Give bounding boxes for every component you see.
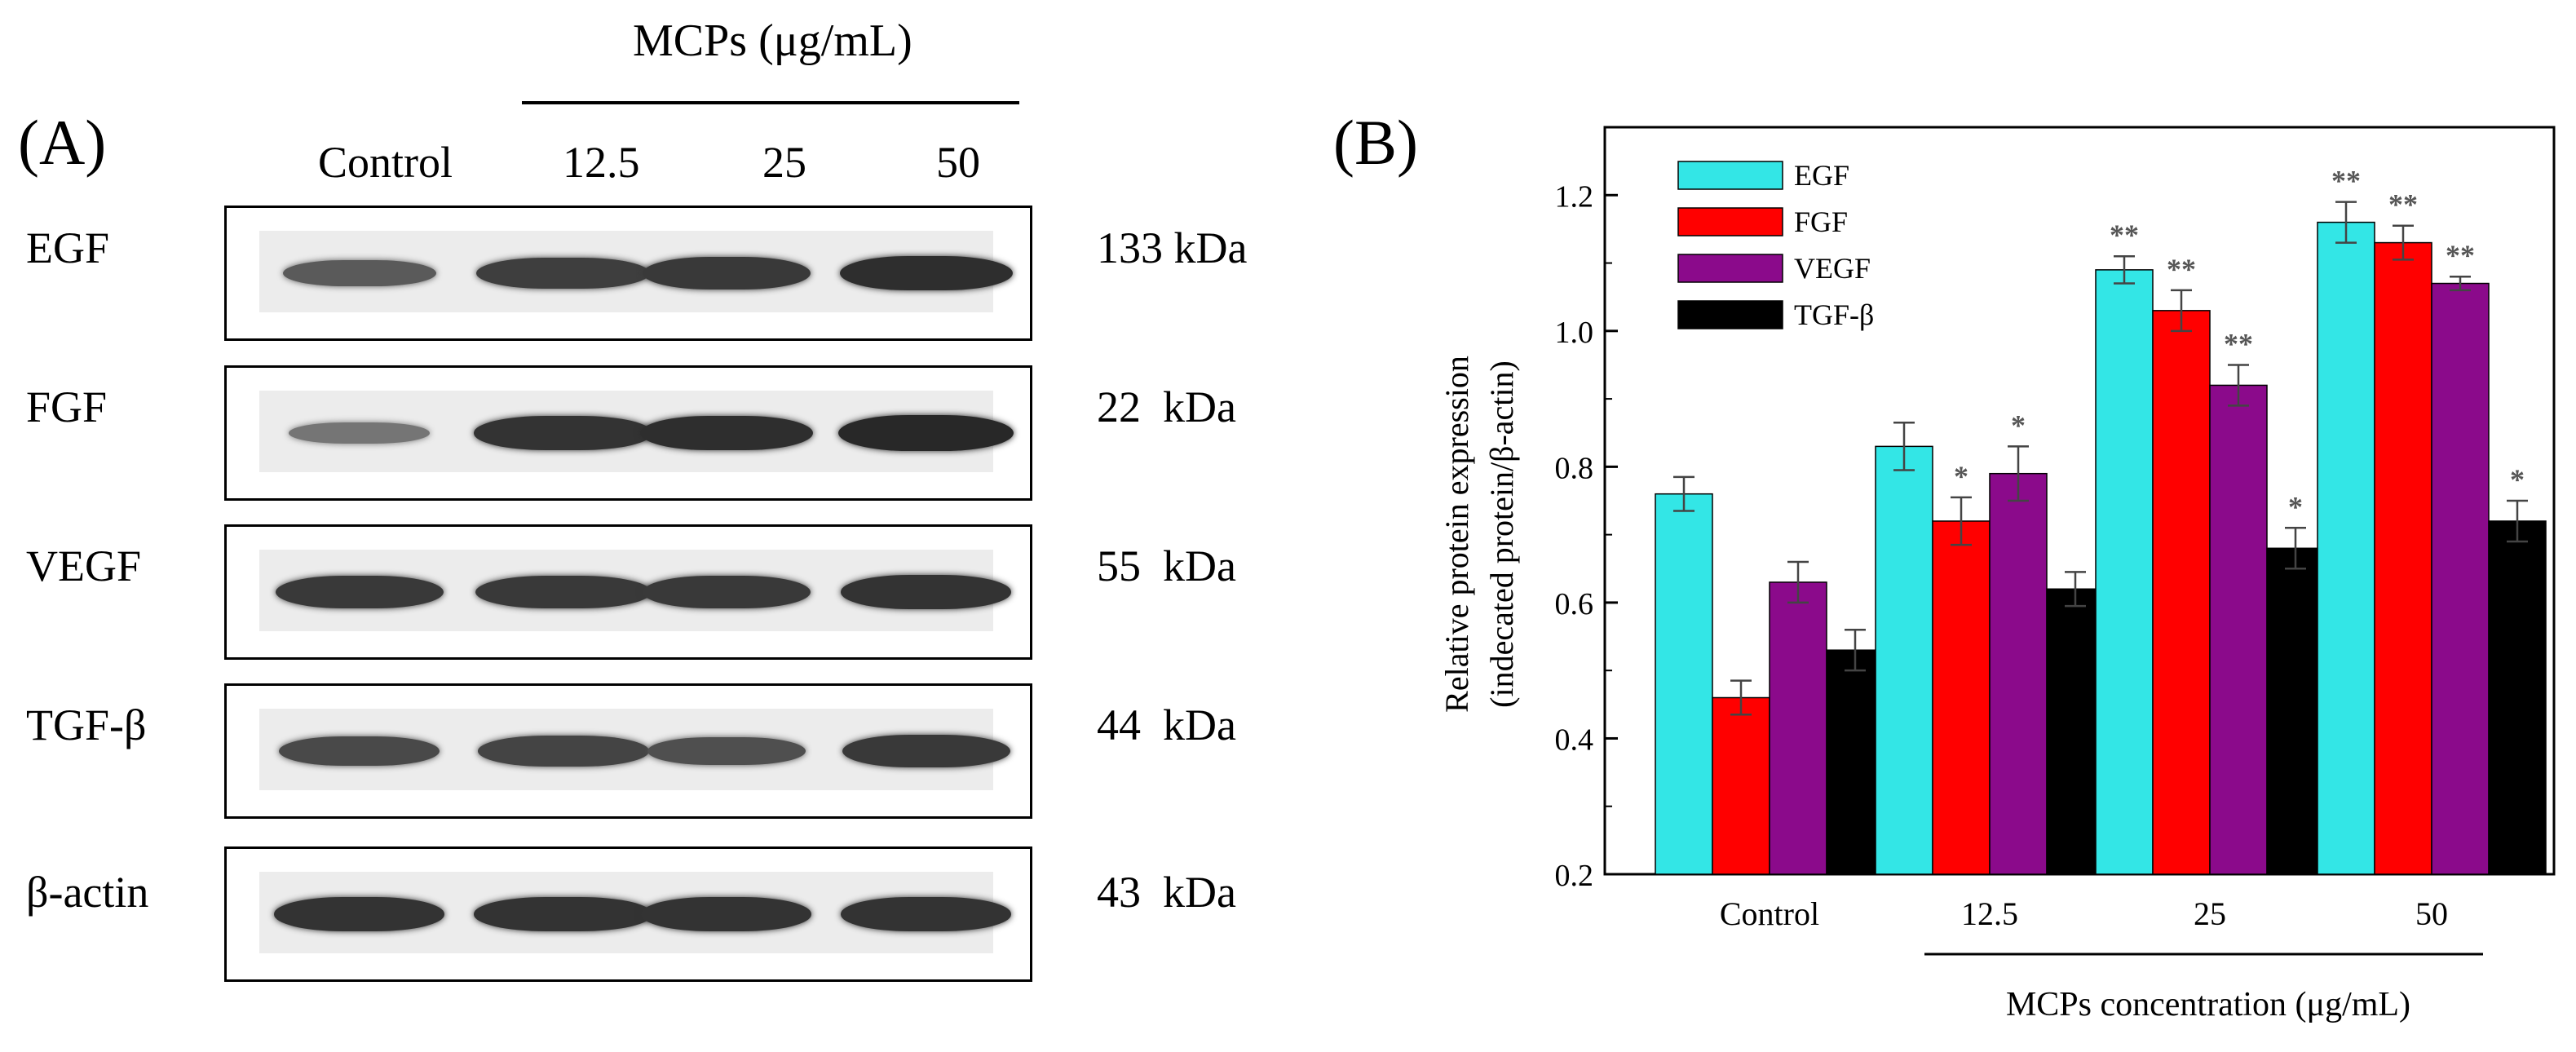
y-tick-label: 0.2 <box>1555 859 1594 893</box>
significance-marker: ** <box>2388 188 2418 221</box>
significance-marker: * <box>2288 490 2303 523</box>
significance-marker: * <box>2510 463 2525 496</box>
protein-band <box>477 736 649 767</box>
significance-marker: * <box>1954 460 1968 493</box>
bar-fgf-3 <box>2374 241 2432 875</box>
legend-swatch-fgf <box>1677 207 1783 236</box>
protein-band <box>274 897 444 931</box>
lane-label-control: Control <box>318 138 453 187</box>
legend-label: EGF <box>1794 159 1849 192</box>
panel-b-label: (B) <box>1333 107 1418 178</box>
significance-marker: * <box>2011 409 2026 441</box>
bar-vegf-2 <box>2209 384 2268 875</box>
legend-swatch-tgf <box>1677 300 1783 329</box>
mcps-header: MCPs (μg/mL) <box>633 15 912 66</box>
y-tick-label: 1.0 <box>1555 316 1594 350</box>
bar-fgf-2 <box>2152 310 2211 875</box>
significance-marker: ** <box>2167 253 2196 285</box>
protein-label: FGF <box>26 382 108 431</box>
bar-tgf-2 <box>2266 547 2325 875</box>
protein-band <box>841 575 1011 609</box>
protein-band <box>275 575 444 609</box>
y-axis-title-line2: (indecated protein/β-actin) <box>1483 360 1520 708</box>
bar-egf-1 <box>1875 445 1933 875</box>
lane-label-50: 50 <box>936 138 980 187</box>
blot-actin <box>224 846 1032 982</box>
protein-band <box>474 897 652 931</box>
bar-egf-0 <box>1655 493 1713 875</box>
y-tick-label: 1.2 <box>1555 179 1594 214</box>
significance-marker: ** <box>2446 239 2475 272</box>
protein-band <box>642 575 811 609</box>
protein-band <box>641 897 811 931</box>
bar-vegf-3 <box>2431 282 2490 875</box>
x-tick-label: 50 <box>2415 895 2448 932</box>
mcps-header-line <box>522 101 1019 104</box>
bar-vegf-1 <box>1989 472 2048 875</box>
x-axis-title: MCPs concentration (μg/mL) <box>2006 986 2410 1023</box>
bar-egf-2 <box>2095 269 2154 875</box>
y-axis-title-line1: Relative protein expression <box>1438 356 1475 713</box>
protein-band <box>282 259 436 287</box>
kda-label: 22 kDa <box>1097 382 1236 431</box>
lane-label-25: 25 <box>762 138 806 187</box>
protein-band <box>279 736 440 767</box>
blot-fgf <box>224 365 1032 501</box>
protein-band <box>842 734 1010 768</box>
legend-swatch-vegf <box>1677 254 1783 283</box>
protein-band <box>642 256 811 290</box>
kda-label: 55 kDa <box>1097 541 1236 590</box>
kda-label: 43 kDa <box>1097 868 1236 917</box>
protein-label: EGF <box>26 223 110 272</box>
kda-label: 44 kDa <box>1097 701 1236 749</box>
bar-vegf-0 <box>1769 581 1827 875</box>
protein-label: TGF-β <box>26 701 147 749</box>
protein-band <box>839 255 1013 291</box>
protein-band <box>841 897 1011 931</box>
protein-band <box>289 422 430 444</box>
kda-label: 133 kDa <box>1097 223 1248 272</box>
panel-a-label: (A) <box>18 107 107 178</box>
blot-tgf <box>224 683 1032 819</box>
bar-tgf-0 <box>1826 649 1885 875</box>
x-tick-label: Control <box>1720 895 1819 932</box>
y-tick-label: 0.6 <box>1555 587 1594 621</box>
protein-band <box>474 416 652 450</box>
bar-tgf-3 <box>2488 520 2547 875</box>
protein-band <box>838 415 1014 451</box>
protein-band <box>639 415 813 451</box>
x-tick-label: 25 <box>2194 895 2226 932</box>
lane-label-12-5: 12.5 <box>563 138 640 187</box>
bar-egf-3 <box>2317 221 2375 875</box>
significance-marker: ** <box>2224 327 2253 360</box>
blot-egf <box>224 206 1032 341</box>
significance-marker: ** <box>2110 219 2139 251</box>
protein-band <box>475 575 652 609</box>
legend-label: FGF <box>1794 206 1848 238</box>
protein-label: VEGF <box>26 541 142 590</box>
significance-marker: ** <box>2331 165 2361 197</box>
bar-fgf-0 <box>1712 696 1770 875</box>
protein-band <box>476 257 650 290</box>
blot-vegf <box>224 524 1032 660</box>
x-tick-label: 12.5 <box>1961 895 2018 932</box>
y-tick-label: 0.4 <box>1555 723 1594 757</box>
legend-swatch-egf <box>1677 161 1783 190</box>
legend-label: VEGF <box>1794 252 1871 285</box>
protein-label: β-actin <box>26 868 149 917</box>
protein-band <box>647 736 806 766</box>
y-tick-label: 0.8 <box>1555 451 1594 485</box>
legend-label: TGF-β <box>1794 298 1874 331</box>
bar-fgf-1 <box>1932 520 1991 875</box>
